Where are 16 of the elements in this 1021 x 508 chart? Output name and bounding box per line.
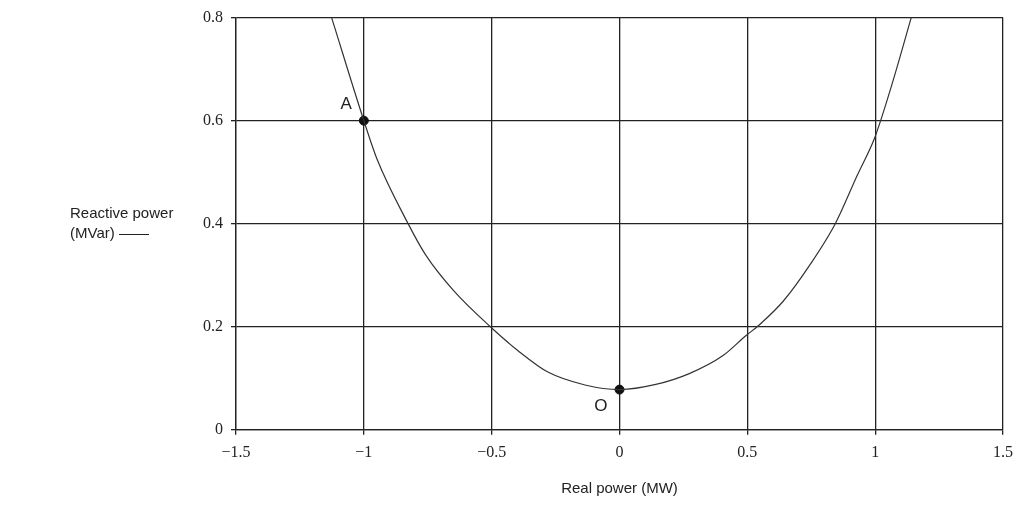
x-tick-label: −1.5 (221, 442, 251, 460)
x-tick-label: 1 (871, 442, 880, 460)
x-tick-label: 0 (615, 442, 624, 460)
y-tick-label: 0 (215, 420, 223, 437)
x-axis-title: Real power (MW) (561, 479, 678, 497)
x-tick-label: 1.5 (993, 442, 1013, 460)
y-axis-title: Reactive power (MVar) —— (70, 203, 175, 243)
annotation: A (340, 93, 353, 113)
y-tick-label: 0.4 (203, 213, 223, 231)
annotation: O (594, 395, 608, 415)
x-tick-label: −0.5 (477, 442, 507, 460)
y-tick-label: 0.6 (203, 110, 223, 128)
y-tick-label: 0.8 (203, 7, 223, 25)
x-tick-label: −1 (355, 442, 373, 460)
y-tick-label: 0.2 (203, 316, 223, 334)
x-tick-label: 0.5 (737, 442, 758, 460)
